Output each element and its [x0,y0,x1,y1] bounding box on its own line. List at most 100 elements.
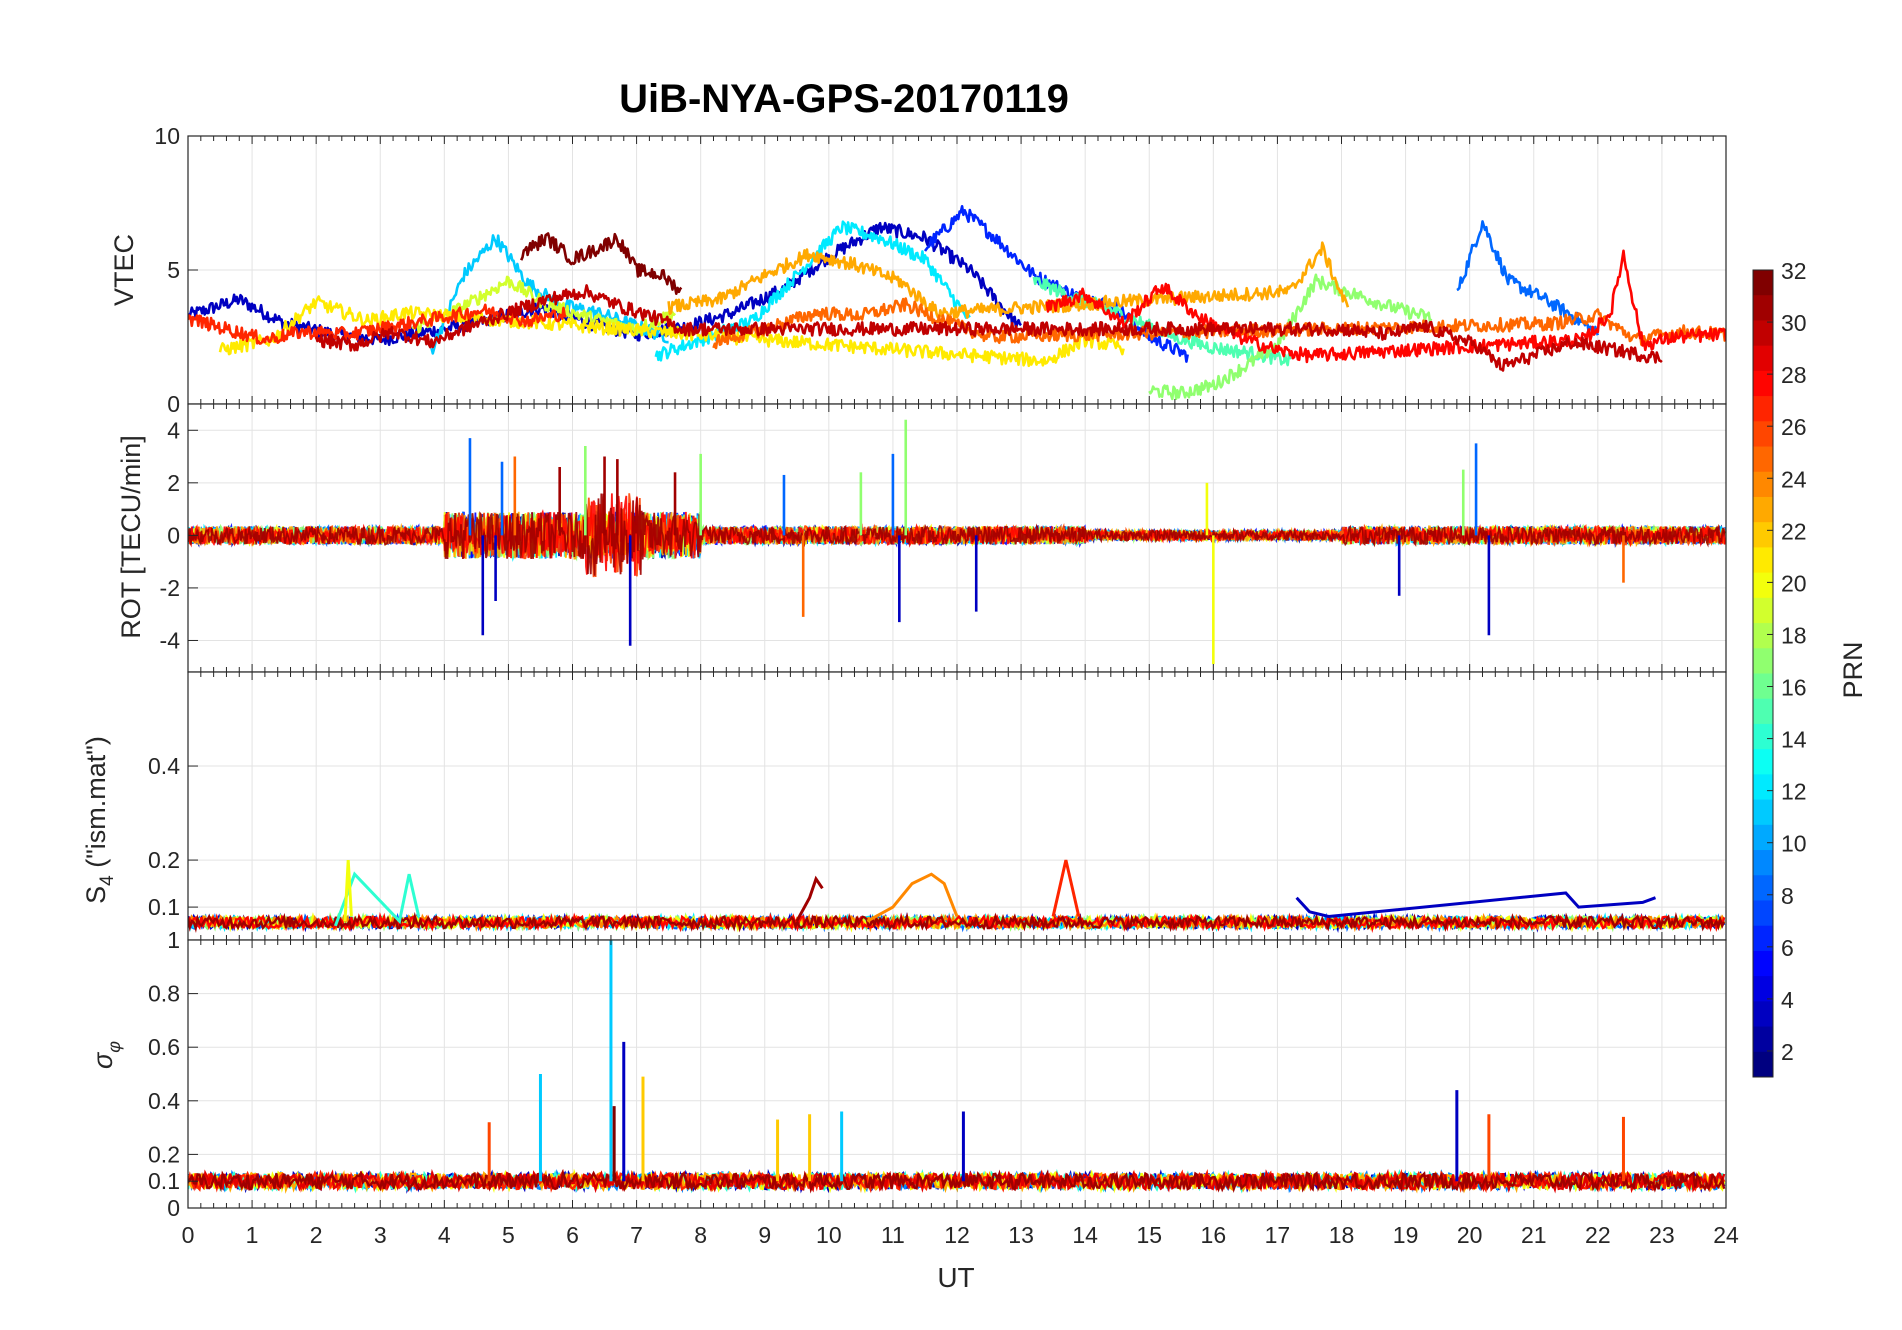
colorbar-segment [1753,1051,1773,1078]
vtec-prn-32-line [520,232,683,296]
s4-ytick-label: 0.4 [148,753,180,779]
colorbar-segment [1753,1001,1773,1028]
colorbar-segment [1753,421,1773,448]
colorbar-segment [1753,673,1773,700]
colorbar-segment [1753,345,1773,372]
colorbar-segment [1753,774,1773,801]
x-tick-label: 6 [566,1222,579,1248]
x-tick-label: 9 [758,1222,771,1248]
rot-ytick-label: 4 [167,417,180,443]
colorbar-segment [1753,824,1773,851]
colorbar-tick-label: 14 [1781,727,1807,753]
sigma_phi-ytick-label: 0.2 [148,1141,180,1167]
x-axis-label: UT [937,1262,974,1293]
x-tick-label: 15 [1136,1222,1162,1248]
colorbar-tick-label: 12 [1781,779,1807,805]
colorbar-segment [1753,597,1773,624]
colorbar-segment [1753,623,1773,649]
colorbar-tick-label: 8 [1781,883,1794,909]
colorbar-segment [1753,799,1773,826]
x-tick-label: 24 [1713,1222,1739,1248]
x-tick-label: 2 [310,1222,323,1248]
sigma_phi-series [188,940,1726,1194]
s4-prn-14-peak [333,871,421,927]
colorbar-segment [1753,320,1773,347]
s4-ytick-label: 0.1 [148,894,180,920]
vtec-prn-21-line [218,295,1125,368]
s4-ytick-label: 0.2 [148,847,180,873]
rot-ytick-label: -4 [160,627,181,653]
colorbar-tick-label: 32 [1781,258,1807,284]
colorbar-segment [1753,698,1773,725]
vtec-prn-8-line [1456,220,1600,336]
rot-axis-label: ROT [TECU/min] [116,435,146,639]
colorbar-tick-label: 26 [1781,414,1807,440]
colorbar-segment [1753,446,1773,473]
sigma-prn-31-line [188,1169,1726,1194]
vtec-prn-28-line [1045,249,1726,364]
x-tick-label: 0 [182,1222,195,1248]
sigma_phi-ytick-label: 0.6 [148,1034,180,1060]
rot-prn-31-noise [188,493,1726,576]
colorbar-label: PRN [1838,641,1868,698]
colorbar-segment [1753,522,1773,548]
x-tick-label: 18 [1329,1222,1355,1248]
colorbar-tick-label: 24 [1781,466,1807,492]
colorbar-tick-label: 16 [1781,675,1807,701]
rot-ytick-label: -2 [160,575,180,601]
colorbar-segment [1753,370,1773,397]
sigma-phi-panel: 00.10.2 0.4 0.6 0.8 1 [148,927,1727,1221]
x-tick-label: 21 [1521,1222,1547,1248]
x-tick-label: 22 [1585,1222,1611,1248]
colorbar-segment [1753,471,1773,498]
colorbar-segment [1753,749,1773,775]
x-tick-label: 1 [246,1222,259,1248]
colorbar-tick-label: 4 [1781,987,1794,1013]
s4-prn-31-peak [795,875,824,922]
colorbar-segment [1753,900,1773,927]
x-tick-label: 11 [881,1222,905,1248]
x-tick-label: 7 [630,1222,643,1248]
colorbar-tick-label: 22 [1781,518,1807,544]
colorbar-frame [1752,269,1774,1078]
x-axis-ticks: 0 1 2 3 4 5 6 7 8 9 10 11 12 13 14 15 16 17 18 19 20 21 22 23 24 [182,1222,1739,1248]
colorbar-tick-label: 18 [1781,622,1807,648]
x-tick-label: 8 [694,1222,707,1248]
vtec-ytick-label: 10 [154,123,180,149]
colorbar-segment [1753,547,1773,574]
x-tick-label: 5 [502,1222,515,1248]
colorbar-segment [1753,723,1773,750]
colorbar-segment [1753,850,1773,876]
x-tick-label: 12 [944,1222,970,1248]
vtec-series [188,205,1726,401]
x-tick-label: 17 [1265,1222,1291,1248]
colorbar-tick-label: 30 [1781,310,1807,336]
sigma_phi-ytick-label: 0.4 [148,1088,180,1114]
x-tick-label: 23 [1649,1222,1675,1248]
vtec-prn-30-line [314,284,1663,372]
x-tick-label: 20 [1457,1222,1483,1248]
colorbar-tick-label: 6 [1781,935,1794,961]
x-tick-label: 4 [438,1222,451,1248]
colorbar-segment [1753,496,1773,523]
x-tick-label: 3 [374,1222,387,1248]
x-tick-label: 14 [1072,1222,1098,1248]
sigma_phi-ytick-label: 0.8 [148,981,180,1007]
colorbar-segment [1753,396,1773,422]
vtec-prn-12-line [654,220,971,362]
chart-title: UiB-NYA-GPS-20170119 [619,77,1069,121]
colorbar-segment [1753,976,1773,1002]
colorbar-segment [1753,648,1773,674]
s4-prn-31-line [188,911,1726,933]
sigma_phi-ytick-label: 0 [167,1195,180,1221]
sigma_phi-ytick-label: 1 [167,927,180,953]
vtec-ytick-label: 5 [167,257,180,283]
x-tick-label: 10 [816,1222,842,1248]
s4-prn-3-peak [1295,891,1657,919]
x-tick-label: 16 [1201,1222,1227,1248]
colorbar-tick-label: 28 [1781,362,1807,388]
colorbar-segment [1753,270,1773,296]
colorbar-tick-label: 10 [1781,831,1807,857]
rot-panel: -4 -2 0 2 4 [160,403,1727,673]
colorbar-segment [1753,1026,1773,1053]
